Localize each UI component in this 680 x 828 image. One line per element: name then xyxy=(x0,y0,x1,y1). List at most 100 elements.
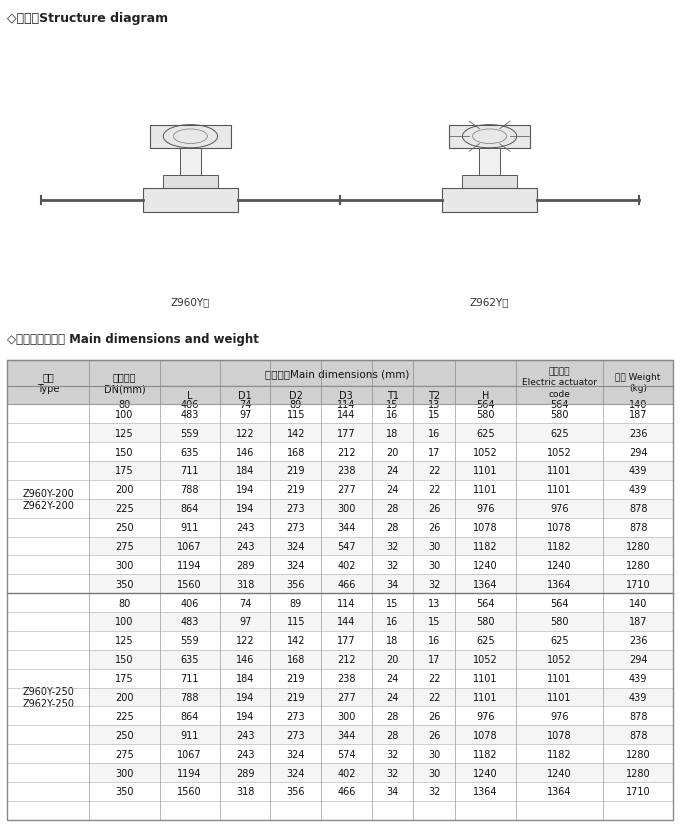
FancyBboxPatch shape xyxy=(603,725,673,744)
Text: 356: 356 xyxy=(286,787,305,797)
FancyBboxPatch shape xyxy=(160,499,220,518)
FancyBboxPatch shape xyxy=(160,763,220,782)
Text: 250: 250 xyxy=(115,729,134,740)
Text: 402: 402 xyxy=(337,561,356,570)
Text: 125: 125 xyxy=(115,636,134,646)
FancyBboxPatch shape xyxy=(515,613,603,631)
FancyBboxPatch shape xyxy=(603,443,673,461)
Text: 788: 788 xyxy=(180,692,199,702)
FancyBboxPatch shape xyxy=(7,405,90,594)
FancyBboxPatch shape xyxy=(456,424,515,443)
Text: 15: 15 xyxy=(428,409,441,419)
FancyBboxPatch shape xyxy=(413,782,456,801)
Text: 22: 22 xyxy=(428,692,441,702)
FancyBboxPatch shape xyxy=(321,499,371,518)
FancyBboxPatch shape xyxy=(456,575,515,594)
Text: Z960Y型: Z960Y型 xyxy=(171,297,210,307)
Text: 406: 406 xyxy=(180,400,199,410)
FancyBboxPatch shape xyxy=(220,688,271,706)
Text: 289: 289 xyxy=(236,768,254,777)
FancyBboxPatch shape xyxy=(321,725,371,744)
FancyBboxPatch shape xyxy=(371,405,413,424)
Text: 187: 187 xyxy=(629,617,647,627)
Text: D3: D3 xyxy=(339,391,353,401)
Text: 318: 318 xyxy=(236,579,254,589)
FancyBboxPatch shape xyxy=(90,706,160,725)
FancyBboxPatch shape xyxy=(220,518,271,537)
FancyBboxPatch shape xyxy=(160,650,220,669)
Text: 483: 483 xyxy=(180,617,199,627)
FancyBboxPatch shape xyxy=(271,387,321,405)
FancyBboxPatch shape xyxy=(271,461,321,480)
Text: 13: 13 xyxy=(428,400,441,410)
FancyBboxPatch shape xyxy=(160,706,220,725)
FancyBboxPatch shape xyxy=(371,782,413,801)
Text: 324: 324 xyxy=(286,542,305,551)
FancyBboxPatch shape xyxy=(271,556,321,575)
Text: 15: 15 xyxy=(428,617,441,627)
Text: 911: 911 xyxy=(180,522,199,532)
FancyBboxPatch shape xyxy=(515,405,603,424)
FancyBboxPatch shape xyxy=(456,631,515,650)
FancyBboxPatch shape xyxy=(271,631,321,650)
FancyBboxPatch shape xyxy=(90,499,160,518)
Text: 219: 219 xyxy=(286,466,305,476)
FancyBboxPatch shape xyxy=(603,461,673,480)
FancyBboxPatch shape xyxy=(90,575,160,594)
Text: 184: 184 xyxy=(236,673,254,683)
FancyBboxPatch shape xyxy=(603,594,673,613)
FancyBboxPatch shape xyxy=(515,360,603,405)
Text: 146: 146 xyxy=(236,447,254,457)
FancyBboxPatch shape xyxy=(371,706,413,725)
FancyBboxPatch shape xyxy=(321,405,371,424)
FancyBboxPatch shape xyxy=(456,669,515,688)
FancyBboxPatch shape xyxy=(90,443,160,461)
Text: 564: 564 xyxy=(550,598,568,608)
FancyBboxPatch shape xyxy=(413,594,456,613)
Text: 28: 28 xyxy=(386,522,398,532)
FancyBboxPatch shape xyxy=(603,480,673,499)
Text: 114: 114 xyxy=(337,598,356,608)
FancyBboxPatch shape xyxy=(456,650,515,669)
FancyBboxPatch shape xyxy=(371,461,413,480)
FancyBboxPatch shape xyxy=(271,763,321,782)
FancyBboxPatch shape xyxy=(160,594,220,613)
Text: 168: 168 xyxy=(286,654,305,664)
Text: 976: 976 xyxy=(476,503,494,513)
FancyBboxPatch shape xyxy=(321,480,371,499)
Text: L: L xyxy=(187,391,192,401)
FancyBboxPatch shape xyxy=(220,499,271,518)
FancyBboxPatch shape xyxy=(271,518,321,537)
FancyBboxPatch shape xyxy=(371,443,413,461)
FancyBboxPatch shape xyxy=(456,518,515,537)
FancyBboxPatch shape xyxy=(413,518,456,537)
FancyBboxPatch shape xyxy=(603,706,673,725)
FancyBboxPatch shape xyxy=(413,669,456,688)
Text: 711: 711 xyxy=(180,673,199,683)
Text: 97: 97 xyxy=(239,409,252,419)
Text: 212: 212 xyxy=(337,654,356,664)
Text: 125: 125 xyxy=(115,428,134,438)
FancyBboxPatch shape xyxy=(160,744,220,763)
FancyBboxPatch shape xyxy=(413,575,456,594)
FancyBboxPatch shape xyxy=(90,537,160,556)
FancyBboxPatch shape xyxy=(515,499,603,518)
FancyBboxPatch shape xyxy=(479,149,500,178)
FancyBboxPatch shape xyxy=(603,650,673,669)
Text: 115: 115 xyxy=(286,617,305,627)
Text: 15: 15 xyxy=(386,598,398,608)
FancyBboxPatch shape xyxy=(515,688,603,706)
FancyBboxPatch shape xyxy=(321,518,371,537)
Text: 580: 580 xyxy=(476,409,494,419)
FancyBboxPatch shape xyxy=(515,706,603,725)
Text: 型号
Type: 型号 Type xyxy=(37,371,59,394)
Text: 16: 16 xyxy=(428,636,441,646)
FancyBboxPatch shape xyxy=(160,387,220,405)
Text: 564: 564 xyxy=(550,400,568,410)
FancyBboxPatch shape xyxy=(371,725,413,744)
Text: 439: 439 xyxy=(629,673,647,683)
Text: 140: 140 xyxy=(629,598,647,608)
Text: 559: 559 xyxy=(180,428,199,438)
FancyBboxPatch shape xyxy=(90,424,160,443)
FancyBboxPatch shape xyxy=(456,556,515,575)
